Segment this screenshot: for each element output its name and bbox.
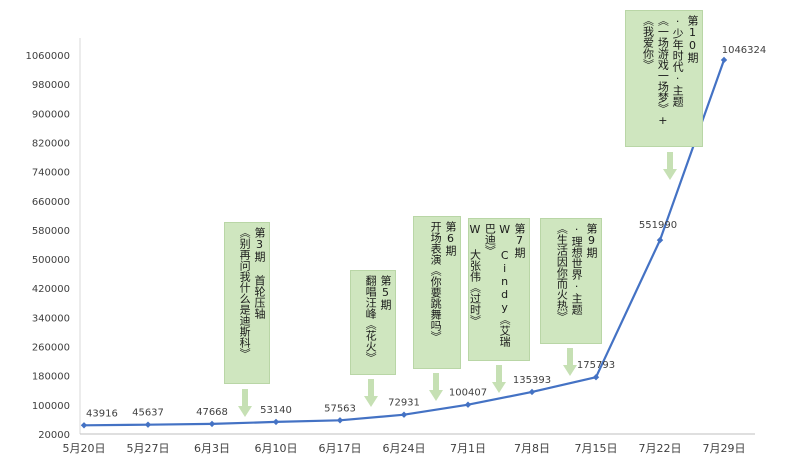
y-tick-label: 180000 [32,372,70,383]
y-tick-label: 580000 [32,226,70,237]
y-tick-label: 900000 [32,109,70,120]
annotation-line: 第7期 [513,223,526,258]
annotation-line: 《别再问我什么是迪斯科》 [238,227,252,359]
data-label: 135393 [513,375,551,386]
data-point [464,401,472,408]
data-labels: 43916 45637 47668 53140 57563 72931 100407 1353… [86,45,766,419]
annotation-line: 《我爱你》 [641,15,655,70]
y-tick-label: 740000 [32,168,70,179]
annotation-line: 第5期 [379,275,392,310]
x-tick-label: 5月27日 [127,442,170,455]
annotation-arrow-episode-3 [238,389,252,417]
data-label: 43916 [86,408,118,419]
y-tick-label: 420000 [32,284,70,295]
x-tick-label: 6月10日 [255,442,298,455]
annotation-line: 第10期 [686,15,699,63]
annotation-episode-10: 第10期 ·少年时代·主题 《一场游戏一场梦》+ 《我爱你》 [625,10,703,147]
data-points [80,56,728,429]
data-label: 57563 [324,403,356,414]
data-label: 551990 [639,220,677,231]
data-point [272,418,280,426]
x-tick-label: 5月20日 [63,442,106,455]
data-point [720,56,728,64]
y-tick-label: 500000 [32,255,70,266]
x-tick-label: 7月29日 [703,442,746,455]
x-tick-label: 7月1日 [450,442,486,455]
annotation-arrow-episode-5 [364,379,378,407]
y-tick-label: 20000 [38,430,70,441]
data-label: 47668 [196,407,228,418]
annotation-arrow-episode-6 [429,373,443,401]
x-tick-label: 6月24日 [383,442,426,455]
y-tick-label: 660000 [32,197,70,208]
data-point [144,421,152,428]
x-tick-label: 7月22日 [639,442,682,455]
annotation-arrow-episode-10 [663,152,677,180]
annotation-line: 翻唱汪峰《花火》 [364,275,378,363]
data-label: 1046324 [722,45,767,56]
annotation-line: 《生活因你而火热》 [555,223,569,322]
annotation-line: ·理想世界·主题 [570,223,584,315]
annotation-line: 第3期 首轮压轴 [253,227,266,319]
annotation-line: 第6期 [444,221,457,256]
annotation-line: W 大张伟《过时》 [468,223,482,326]
annotation-episode-5: 第5期 翻唱汪峰《花火》 [350,270,396,375]
y-tick-label: 1060000 [25,51,70,62]
data-point [400,411,408,418]
data-label: 72931 [388,398,420,409]
x-tick-label: 6月17日 [319,442,362,455]
data-label: 175793 [577,360,615,371]
y-tick-label: 260000 [32,343,70,354]
data-point [336,417,344,424]
annotation-episode-3: 第3期 首轮压轴 《别再问我什么是迪斯科》 [224,222,270,384]
y-tick-label: 980000 [32,80,70,91]
y-tick-labels: 20000 100000 180000 260000 340000 420000 50000… [25,51,70,441]
annotation-episode-7: 第7期 W Cindy《艾瑞巴迪》 W 大张伟《过时》 [468,218,530,361]
annotation-arrow-episode-9 [563,348,577,376]
y-tick-label: 340000 [32,313,70,324]
annotation-arrow-episode-7 [492,365,506,393]
annotation-line: 开场表演《你要跳舞吗》 [429,221,443,342]
data-point [80,422,88,429]
annotation-episode-6: 第6期 开场表演《你要跳舞吗》 [413,216,461,369]
annotation-episode-9: 第9期 ·理想世界·主题 《生活因你而火热》 [540,218,602,344]
data-label: 45637 [132,408,164,419]
annotation-line: ·少年时代·主题 [671,15,685,107]
y-tick-label: 820000 [32,138,70,149]
data-point [592,374,600,381]
data-point [528,388,536,396]
data-label: 100407 [449,388,487,399]
x-tick-label: 7月15日 [575,442,618,455]
x-tick-label: 6月3日 [194,442,230,455]
annotation-line: 第9期 [585,223,598,258]
x-tick-label: 7月8日 [514,442,550,455]
annotation-line: 《一场游戏一场梦》+ [656,15,670,127]
data-point [208,420,216,428]
data-label: 53140 [260,405,292,416]
data-point [656,236,664,244]
x-tick-labels: 5月20日 5月27日 6月3日 6月10日 6月17日 6月24日 7月1日 7月8日 7月1… [63,442,746,455]
annotation-line: W Cindy《艾瑞巴迪》 [483,223,512,347]
y-tick-label: 100000 [32,401,70,412]
